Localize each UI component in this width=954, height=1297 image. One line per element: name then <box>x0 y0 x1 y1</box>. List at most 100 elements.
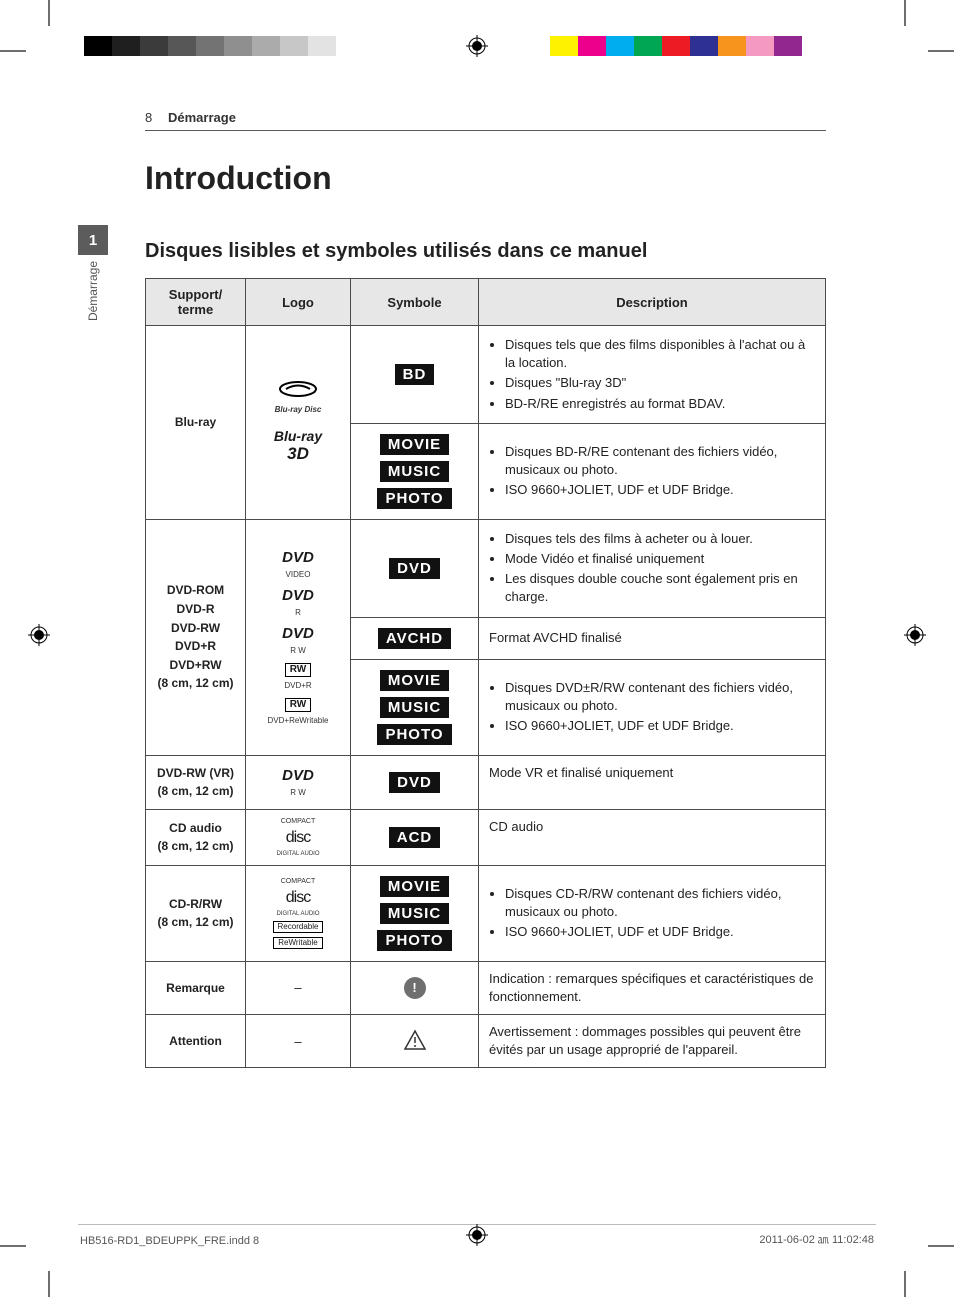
gray-registration-strip <box>84 36 364 56</box>
footer-timestamp: 2011-06-02 ㏂ 11:02:48 <box>759 1231 874 1247</box>
note-icon: ! <box>404 977 426 999</box>
color-registration-strip <box>550 36 802 56</box>
gray-swatch <box>140 36 168 56</box>
header-logo: Logo <box>246 279 351 326</box>
crop-mark <box>48 0 50 26</box>
page-subtitle: Disques lisibles et symboles utilisés da… <box>145 240 647 263</box>
media-cell: Blu-ray <box>146 326 246 520</box>
color-swatch <box>718 36 746 56</box>
desc-item: ISO 9660+JOLIET, UDF et UDF Bridge. <box>505 717 815 735</box>
color-swatch <box>550 36 578 56</box>
gray-swatch <box>308 36 336 56</box>
description-cell: Disques BD-R/RE contenant des fichiers v… <box>479 423 826 519</box>
description-cell: Format AVCHD finalisé <box>479 617 826 659</box>
movie-symbol-icon: MOVIE <box>380 434 449 455</box>
table-row: DVD-ROM DVD-R DVD-RW DVD+R DVD+RW (8 cm,… <box>146 519 826 617</box>
desc-item: BD-R/RE enregistrés au format BDAV. <box>505 395 815 413</box>
table-row: DVD-RW (VR) (8 cm, 12 cm) DVDR W DVD Mod… <box>146 755 826 809</box>
logo-cell: DVDVIDEO DVDR DVDR W RWDVD+R RWDVD+ReWri… <box>246 519 351 755</box>
logo-cell: COMPACT disc DIGITAL AUDIO Recordable Re… <box>246 865 351 961</box>
header-rule <box>145 130 826 131</box>
logo-cell: COMPACT disc DIGITAL AUDIO <box>246 809 351 865</box>
description-cell: Disques tels que des films disponibles à… <box>479 326 826 424</box>
dvd-symbol-icon: DVD <box>389 772 440 793</box>
description-cell: Indication : remarques spécifiques et ca… <box>479 961 826 1014</box>
chapter-label: Démarrage <box>86 261 100 321</box>
color-swatch <box>578 36 606 56</box>
symbol-cell: MOVIE MUSIC PHOTO <box>351 423 479 519</box>
desc-item: Disques DVD±R/RW contenant des fichiers … <box>505 679 815 715</box>
media-cell: CD-R/RW (8 cm, 12 cm) <box>146 865 246 961</box>
symbol-cell: DVD <box>351 755 479 809</box>
media-cell: DVD-RW (VR) (8 cm, 12 cm) <box>146 755 246 809</box>
crop-mark <box>0 50 26 52</box>
crop-mark <box>904 0 906 26</box>
page-title: Introduction <box>145 160 332 197</box>
desc-item: Mode Vidéo et finalisé uniquement <box>505 550 815 568</box>
logo-cell: – <box>246 1015 351 1068</box>
description-cell: CD audio <box>479 809 826 865</box>
media-cell: CD audio (8 cm, 12 cm) <box>146 809 246 865</box>
gray-swatch <box>224 36 252 56</box>
description-cell: Avertissement : dommages possibles qui p… <box>479 1015 826 1068</box>
crop-mark <box>48 1271 50 1297</box>
table-row: Blu-ray Blu-ray Disc Blu-ray3D BD D <box>146 326 826 424</box>
color-swatch <box>606 36 634 56</box>
symbol-cell: ! <box>351 961 479 1014</box>
description-cell: Mode VR et finalisé uniquement <box>479 755 826 809</box>
desc-item: Disques CD-R/RW contenant des fichiers v… <box>505 885 815 921</box>
registration-mark-icon <box>28 624 50 646</box>
symbol-cell: MOVIE MUSIC PHOTO <box>351 659 479 755</box>
movie-symbol-icon: MOVIE <box>380 670 449 691</box>
acd-symbol-icon: ACD <box>389 827 441 848</box>
desc-item: Disques "Blu-ray 3D" <box>505 374 815 392</box>
chapter-number: 1 <box>78 225 108 255</box>
crop-mark <box>928 50 954 52</box>
crop-mark <box>904 1271 906 1297</box>
photo-symbol-icon: PHOTO <box>377 488 451 509</box>
description-cell: Disques DVD±R/RW contenant des fichiers … <box>479 659 826 755</box>
header-symbol: Symbole <box>351 279 479 326</box>
logo-cell: Blu-ray Disc Blu-ray3D <box>246 326 351 520</box>
page-number: 8 <box>145 110 152 125</box>
gray-swatch <box>196 36 224 56</box>
gray-swatch <box>168 36 196 56</box>
table-row: Remarque – ! Indication : remarques spéc… <box>146 961 826 1014</box>
movie-symbol-icon: MOVIE <box>380 876 449 897</box>
logo-text: Blu-ray Disc <box>275 405 322 414</box>
media-cell: Remarque <box>146 961 246 1014</box>
color-swatch <box>746 36 774 56</box>
gray-swatch <box>252 36 280 56</box>
music-symbol-icon: MUSIC <box>380 461 449 482</box>
desc-item: Disques tels que des films disponibles à… <box>505 336 815 372</box>
color-swatch <box>690 36 718 56</box>
dvd-symbol-icon: DVD <box>389 558 440 579</box>
warning-icon <box>403 1029 427 1054</box>
photo-symbol-icon: PHOTO <box>377 930 451 951</box>
section-name: Démarrage <box>168 110 236 125</box>
bd-symbol-icon: BD <box>395 364 435 385</box>
table-row: CD-R/RW (8 cm, 12 cm) COMPACT disc DIGIT… <box>146 865 826 961</box>
media-cell: DVD-ROM DVD-R DVD-RW DVD+R DVD+RW (8 cm,… <box>146 519 246 755</box>
symbol-cell: AVCHD <box>351 617 479 659</box>
desc-item: ISO 9660+JOLIET, UDF et UDF Bridge. <box>505 923 815 941</box>
symbol-cell: MOVIE MUSIC PHOTO <box>351 865 479 961</box>
header-description: Description <box>479 279 826 326</box>
symbol-cell <box>351 1015 479 1068</box>
header-media: Support/ terme <box>146 279 246 326</box>
table-header-row: Support/ terme Logo Symbole Description <box>146 279 826 326</box>
gray-swatch <box>112 36 140 56</box>
music-symbol-icon: MUSIC <box>380 697 449 718</box>
description-cell: Disques tels des films à acheter ou à lo… <box>479 519 826 617</box>
photo-symbol-icon: PHOTO <box>377 724 451 745</box>
bluray-logo-icon <box>278 380 318 398</box>
avchd-symbol-icon: AVCHD <box>378 628 451 649</box>
registration-mark-icon <box>904 624 926 646</box>
gray-swatch <box>280 36 308 56</box>
description-cell: Disques CD-R/RW contenant des fichiers v… <box>479 865 826 961</box>
symbol-cell: DVD <box>351 519 479 617</box>
desc-item: Disques tels des films à acheter ou à lo… <box>505 530 815 548</box>
music-symbol-icon: MUSIC <box>380 903 449 924</box>
desc-item: ISO 9660+JOLIET, UDF et UDF Bridge. <box>505 481 815 499</box>
symbol-cell: ACD <box>351 809 479 865</box>
